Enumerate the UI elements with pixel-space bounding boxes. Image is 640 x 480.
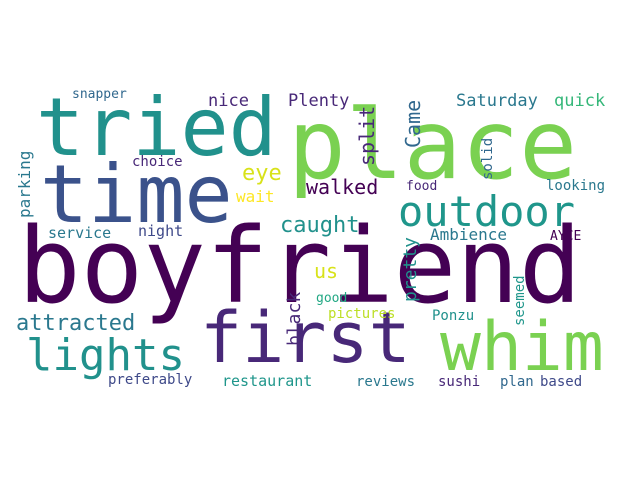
cloud-word-reviews: reviews xyxy=(356,374,415,390)
cloud-word-snapper: snapper xyxy=(72,87,127,102)
cloud-word-wait: wait xyxy=(236,187,275,206)
cloud-word-outdoor: outdoor xyxy=(398,187,575,236)
cloud-word-time: time xyxy=(40,148,233,241)
cloud-word-solid: solid xyxy=(480,138,496,180)
cloud-word-attracted: attracted xyxy=(16,311,135,336)
cloud-word-place: place xyxy=(288,89,577,201)
cloud-word-plenty: Plenty xyxy=(288,91,349,111)
cloud-word-plan: plan xyxy=(500,374,534,390)
cloud-word-lights: lights xyxy=(26,330,185,381)
cloud-word-came: Came xyxy=(401,100,425,148)
cloud-word-pictures: pictures xyxy=(328,306,395,322)
cloud-word-pretty: pretty xyxy=(400,237,421,302)
cloud-word-saturday: Saturday xyxy=(456,91,538,111)
cloud-word-sushi: sushi xyxy=(438,374,480,390)
cloud-word-black: black xyxy=(284,292,305,346)
cloud-word-good: good xyxy=(316,291,347,306)
cloud-word-seemed: seemed xyxy=(512,275,528,326)
cloud-word-parking: parking xyxy=(15,151,34,218)
cloud-word-walked: walked xyxy=(306,175,378,199)
cloud-word-first: first xyxy=(200,297,411,379)
cloud-word-split: split xyxy=(355,106,379,166)
cloud-word-ambience: Ambience xyxy=(430,225,507,244)
cloud-word-food: food xyxy=(406,179,437,194)
cloud-word-tried: tried xyxy=(36,81,277,174)
cloud-word-choice: choice xyxy=(132,154,183,170)
cloud-word-ponzu: Ponzu xyxy=(432,308,474,324)
cloud-word-caught: caught xyxy=(280,213,359,238)
cloud-word-service: service xyxy=(48,224,111,242)
cloud-word-boyfriend: boyfriend xyxy=(18,205,582,327)
cloud-word-eye: eye xyxy=(242,161,282,186)
cloud-word-whim: whim xyxy=(440,308,604,387)
cloud-word-looking: looking xyxy=(546,178,605,194)
cloud-word-restaurant: restaurant xyxy=(222,372,312,390)
cloud-word-preferably: preferably xyxy=(108,372,192,388)
cloud-word-us: us xyxy=(314,259,338,283)
cloud-word-based: based xyxy=(540,374,582,390)
cloud-word-night: night xyxy=(138,222,183,240)
cloud-word-quick: quick xyxy=(554,91,605,111)
cloud-word-nice: nice xyxy=(208,91,249,111)
cloud-word-ayce: AYCE xyxy=(550,229,581,244)
